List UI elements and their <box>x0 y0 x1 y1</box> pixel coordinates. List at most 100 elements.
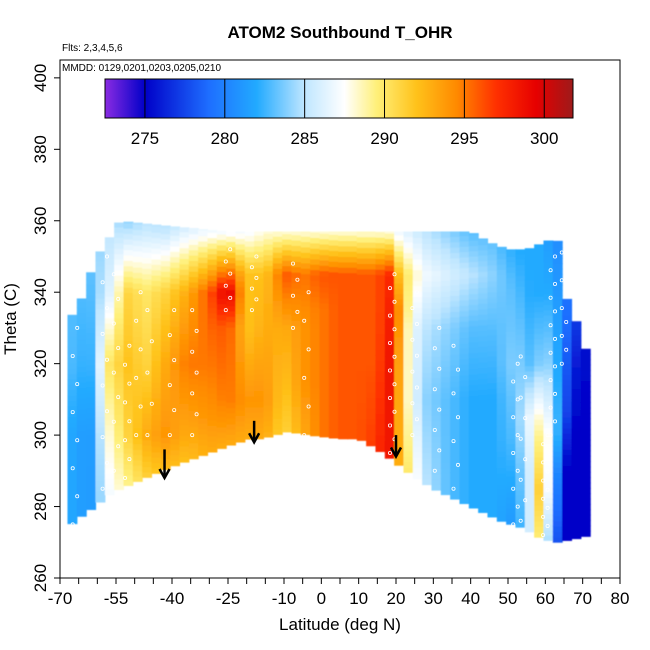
heatmap-cell <box>114 441 125 448</box>
heatmap-cell <box>580 504 591 511</box>
heatmap-cell <box>207 291 218 298</box>
heatmap-cell <box>132 400 143 407</box>
heatmap-cell <box>562 342 573 348</box>
heatmap-cell <box>375 354 386 361</box>
sample-point <box>75 325 80 330</box>
heatmap-cell <box>95 459 106 466</box>
heatmap-cell <box>95 367 106 374</box>
heatmap-cell <box>235 425 246 432</box>
sample-point <box>116 395 121 400</box>
heatmap-cell <box>450 493 461 500</box>
heatmap-cell <box>375 408 386 415</box>
heatmap-cell <box>347 395 358 402</box>
heatmap-cell <box>300 305 311 312</box>
sample-point <box>387 395 392 400</box>
heatmap-cell <box>524 478 535 485</box>
heatmap-cell <box>356 300 367 307</box>
heatmap-cell <box>366 381 377 388</box>
heatmap-cell <box>440 280 451 287</box>
heatmap-cell <box>515 350 526 357</box>
heatmap-cell <box>375 360 386 367</box>
heatmap-cell <box>151 242 162 249</box>
heatmap-cell <box>226 423 237 430</box>
heatmap-cell <box>235 415 246 422</box>
heatmap-cell <box>459 256 470 263</box>
heatmap-cell <box>562 443 573 450</box>
heatmap-cell <box>580 520 591 527</box>
heatmap-cell <box>347 299 358 306</box>
heatmap-cell <box>440 435 451 442</box>
sample-point <box>437 448 442 453</box>
heatmap-cell <box>366 290 377 297</box>
heatmap-cell <box>412 237 423 244</box>
heatmap-cell <box>310 344 321 351</box>
heatmap-cell <box>114 435 125 442</box>
heatmap-cell <box>226 300 237 307</box>
heatmap-cell <box>412 446 423 453</box>
heatmap-cell <box>384 367 395 373</box>
heatmap-cell <box>431 479 442 486</box>
heatmap-cell <box>496 306 507 313</box>
heatmap-cell <box>506 518 517 525</box>
heatmap-cell <box>403 295 414 302</box>
heatmap-cell <box>571 436 582 443</box>
heatmap-cell <box>95 362 106 369</box>
heatmap-cell <box>375 290 386 297</box>
heatmap-cell <box>188 410 199 417</box>
heatmap-cell <box>366 311 377 318</box>
heatmap-cell <box>132 390 143 397</box>
heatmap-cell <box>310 430 321 437</box>
heatmap-cell <box>226 396 237 403</box>
sample-point <box>387 340 392 345</box>
heatmap-cell <box>459 235 470 242</box>
heatmap-cell <box>263 270 274 277</box>
heatmap-cell <box>459 417 470 424</box>
heatmap-cell <box>114 242 125 249</box>
heatmap-cell <box>384 233 395 239</box>
heatmap-cell <box>310 371 321 378</box>
heatmap-cell <box>244 294 255 301</box>
heatmap-cell <box>216 309 227 315</box>
heatmap-cell <box>132 347 143 354</box>
heatmap-cell <box>534 483 545 490</box>
heatmap-cell <box>431 243 442 250</box>
heatmap-cell <box>515 334 526 341</box>
heatmap-cell <box>412 473 423 480</box>
heatmap-cell <box>534 333 545 340</box>
heatmap-cell <box>366 402 377 409</box>
heatmap-cell <box>571 329 582 336</box>
heatmap-cell <box>384 361 395 368</box>
heatmap-cell <box>515 478 526 485</box>
heatmap-cell <box>459 428 470 435</box>
heatmap-cell <box>300 418 311 425</box>
heatmap-cell <box>132 283 143 289</box>
heatmap-cell <box>188 260 199 267</box>
heatmap-cell <box>244 417 255 424</box>
heatmap-cell <box>67 518 78 525</box>
heatmap-cell <box>76 350 87 356</box>
heatmap-cell <box>394 336 405 343</box>
heatmap-cell <box>300 311 311 318</box>
heatmap-cell <box>226 284 237 291</box>
heatmap-cell <box>338 422 349 429</box>
colorbar-tick-label: 285 <box>290 129 318 148</box>
heatmap-cell <box>95 400 106 407</box>
heatmap-cell <box>235 366 246 373</box>
heatmap-cell <box>104 349 115 356</box>
heatmap-cell <box>235 270 246 277</box>
sample-point <box>559 278 564 283</box>
heatmap-cell <box>244 374 255 381</box>
heatmap-cell <box>543 518 554 525</box>
heatmap-cell <box>132 325 143 332</box>
heatmap-cell <box>132 229 143 236</box>
heatmap-cell <box>375 263 386 270</box>
heatmap-cell <box>562 406 573 413</box>
heatmap-cell <box>188 308 199 315</box>
heatmap-cell <box>543 454 554 461</box>
heatmap-cell <box>328 362 339 369</box>
heatmap-cell <box>272 252 283 259</box>
heatmap-cell <box>319 238 330 245</box>
heatmap-cell <box>534 258 545 265</box>
heatmap-cell <box>375 285 386 292</box>
heatmap-cell <box>543 368 554 375</box>
